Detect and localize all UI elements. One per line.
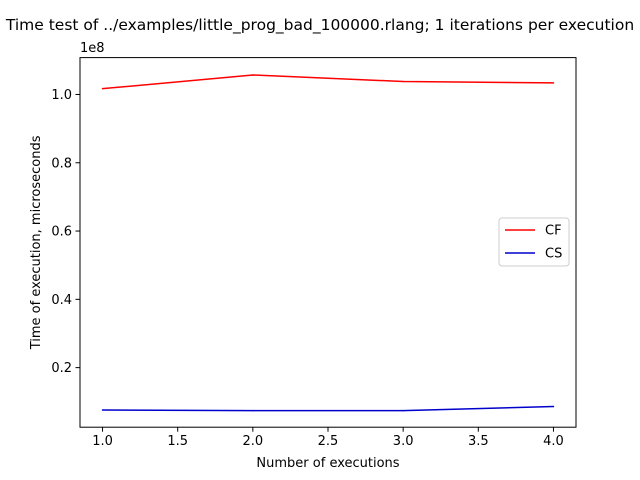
data-point-cs (552, 405, 555, 408)
series-lines (101, 74, 555, 412)
data-point-cs (101, 409, 104, 411)
x-tick-label: 3.0 (393, 434, 414, 449)
y-tick-label: 0.2 (51, 361, 72, 376)
chart-title: Time test of ../examples/little_prog_bad… (5, 16, 634, 35)
data-point-cf (252, 74, 254, 76)
x-tick-label: 2.0 (243, 434, 264, 449)
x-tick-label: 3.5 (468, 434, 489, 449)
x-tick-label: 1.0 (92, 434, 113, 449)
legend-entry-cs: CS (545, 247, 562, 262)
data-point-cf (101, 87, 104, 90)
y-axis-label: Time of execution, microseconds (29, 135, 44, 350)
data-point-cs (402, 409, 404, 412)
x-axis-ticks: 1.0 1.5 2.0 2.5 3.0 3.5 4.0 (92, 427, 564, 449)
y-tick-label: 1.0 (51, 88, 72, 103)
legend: CF CS (498, 217, 570, 267)
x-tick-label: 4.0 (543, 434, 564, 449)
series-line-cf (102, 74, 554, 90)
legend-entry-cf: CF (545, 224, 562, 239)
y-axis-offset-label: 1e8 (80, 41, 105, 56)
y-axis-ticks: 0.2 0.4 0.6 0.8 1.0 (51, 88, 80, 376)
y-tick-label: 0.8 (51, 156, 72, 171)
series-line-cs (102, 405, 554, 412)
x-axis-label: Number of executions (256, 456, 399, 471)
data-point-cs (252, 409, 254, 412)
x-tick-label: 1.5 (167, 434, 188, 449)
x-tick-label: 2.5 (318, 434, 339, 449)
data-point-cf (402, 80, 404, 83)
y-tick-label: 0.4 (51, 293, 72, 308)
y-tick-label: 0.6 (51, 225, 72, 240)
data-point-cf (552, 82, 555, 84)
